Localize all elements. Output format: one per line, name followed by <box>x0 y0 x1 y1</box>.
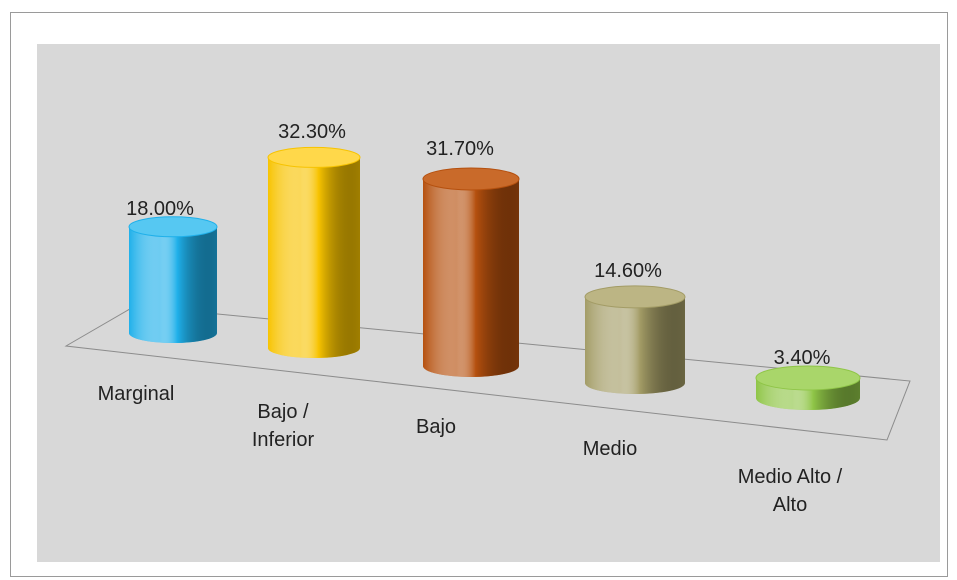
bars-group <box>128 146 861 410</box>
bar-shading <box>423 178 519 377</box>
category-label: Bajo <box>416 416 456 438</box>
value-labels-group: 18.00% 32.30% 31.70% 14.60% 3.40% <box>126 121 830 369</box>
bar-shading <box>129 226 217 343</box>
category-label: Marginal <box>98 383 175 405</box>
bar-3 <box>584 285 686 394</box>
category-label: Medio Alto / Alto <box>738 466 843 516</box>
bar-1 <box>267 146 361 358</box>
bar-2 <box>422 167 520 377</box>
bar-top <box>128 216 218 238</box>
bar-shading <box>585 296 685 394</box>
value-label: 18.00% <box>126 198 194 220</box>
category-label: Bajo / Inferior <box>252 401 315 451</box>
value-label: 3.40% <box>774 347 831 369</box>
value-label: 31.70% <box>426 138 494 160</box>
category-labels-group: Marginal Bajo / Inferior Bajo Medio Medio Alt… <box>98 383 843 516</box>
bar-top <box>422 167 520 191</box>
bar-top <box>755 365 861 391</box>
bar-top <box>584 285 686 309</box>
value-label: 14.60% <box>594 260 662 282</box>
bar-top <box>267 146 361 168</box>
bar-shading <box>268 157 360 358</box>
value-label: 32.30% <box>278 121 346 143</box>
category-label: Medio <box>583 438 637 460</box>
bar-4 <box>755 365 861 410</box>
bar-0 <box>128 216 218 343</box>
